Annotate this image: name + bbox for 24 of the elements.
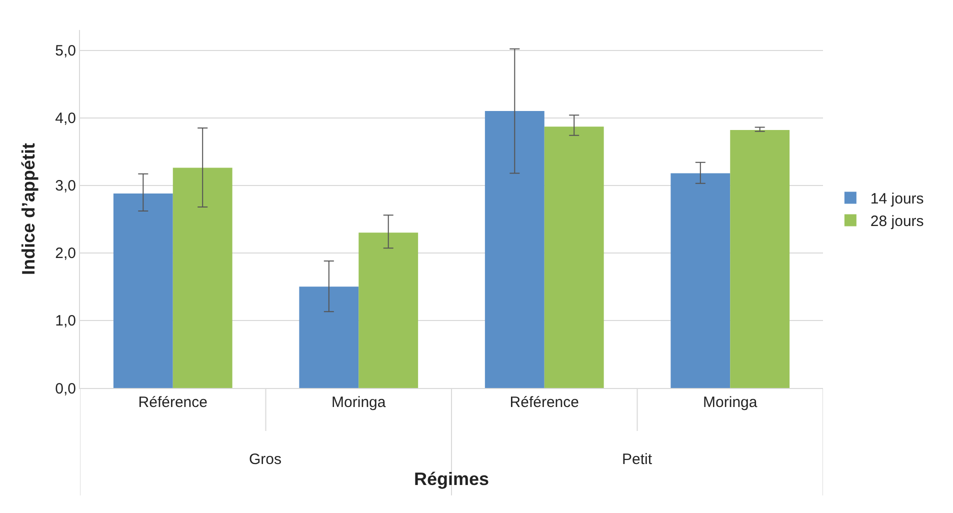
y-axis-title: Indice d’appétit — [18, 142, 38, 276]
bar — [544, 126, 604, 388]
bar — [730, 130, 790, 388]
text: Gros — [249, 451, 282, 468]
text: Petit — [622, 451, 653, 468]
bar — [172, 168, 232, 388]
bar — [484, 111, 544, 388]
bar — [113, 193, 173, 388]
x-tick-label: Moringa — [332, 394, 386, 411]
legend-label: 14 jours — [870, 190, 924, 208]
x-tick-label: Référence — [510, 394, 579, 411]
bar — [299, 286, 359, 388]
bar — [670, 173, 730, 388]
y-tick-label: 3,0 — [55, 178, 76, 195]
bar — [358, 232, 418, 388]
y-tick-label: 4,0 — [55, 110, 76, 128]
x-tick-label: Référence — [138, 394, 208, 411]
y-tick-label: 5,0 — [55, 42, 76, 60]
legend-label: 28 jours — [870, 213, 924, 230]
x-axis-title: Régimes — [414, 469, 490, 490]
y-tick-label: 2,0 — [55, 245, 76, 262]
y-tick-label: 0,0 — [55, 380, 76, 398]
x-tick-label: Moringa — [703, 394, 758, 411]
y-tick-label: 1,0 — [55, 312, 76, 330]
